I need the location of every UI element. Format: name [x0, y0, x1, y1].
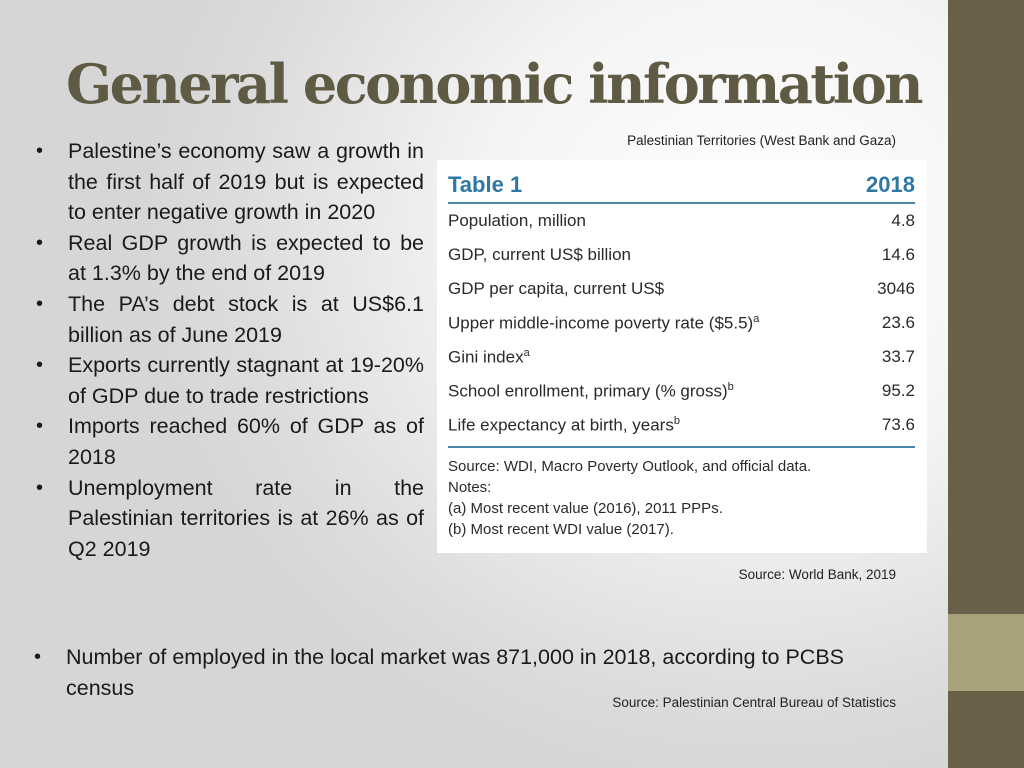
table-title: Table 1: [448, 172, 523, 197]
table-row: Life expectancy at birth, yearsb 73.6: [448, 408, 915, 442]
bullet-item: • Exports currently stagnant at 19-20% of…: [36, 350, 424, 411]
table-caption: Palestinian Territories (West Bank and G…: [627, 133, 896, 148]
bullet-text: Real GDP growth is expected to be at 1.3…: [68, 230, 424, 286]
row-label-text: GDP per capita, current US$: [448, 279, 665, 298]
table-note-line: (b) Most recent WDI value (2017).: [448, 521, 674, 538]
bullet-dot: •: [36, 140, 44, 162]
table-note-line: Notes:: [448, 479, 492, 496]
row-label: Upper middle-income poverty rate ($5.5)a: [448, 313, 759, 334]
table-year: 2018: [866, 172, 915, 197]
row-value: 95.2: [881, 381, 915, 400]
row-value: 73.6: [881, 415, 915, 434]
row-label-text: Gini index: [448, 347, 524, 367]
row-label: Life expectancy at birth, yearsb: [448, 415, 680, 436]
row-label: GDP per capita, current US$: [448, 279, 664, 299]
row-label-text: Upper middle-income poverty rate ($5.5): [448, 313, 754, 333]
decorative-sidebar-accent: [948, 614, 1024, 691]
table-row: Gini indexa 33.7: [448, 340, 915, 374]
table-row: GDP, current US$ billion 14.6: [448, 238, 915, 272]
pcbs-source: Source: Palestinian Central Bureau of St…: [612, 695, 896, 710]
bullet-text: The PA’s debt stock is at US$6.1 billion…: [68, 291, 424, 347]
row-value: 3046: [877, 279, 915, 298]
table-notes: Source: WDI, Macro Poverty Outlook, and …: [448, 456, 915, 540]
table-row: School enrollment, primary (% gross)b 95…: [448, 374, 915, 408]
row-label-text: School enrollment, primary (% gross): [448, 381, 728, 401]
table-row: Population, million 4.8: [448, 204, 915, 238]
bullet-list: • Palestine’s economy saw a growth in the…: [36, 136, 424, 564]
row-footnote-mark: b: [727, 380, 734, 393]
row-label: GDP, current US$ billion: [448, 245, 631, 265]
bullet-dot: •: [36, 415, 44, 438]
bullet-text: Unemployment rate in the Palestinian ter…: [68, 475, 424, 561]
bottom-bullet-text: Number of employed in the local market w…: [66, 645, 845, 700]
row-label: Gini indexa: [448, 347, 530, 368]
bullet-text: Imports reached 60% of GDP as of 2018: [68, 414, 424, 469]
table-header: Table 1 2018: [448, 170, 915, 202]
economic-data-table: Table 1 2018 Population, million 4.8 GDP…: [437, 160, 927, 553]
table-row: Upper middle-income poverty rate ($5.5)a…: [448, 306, 915, 340]
row-footnote-mark: b: [673, 414, 680, 427]
bullet-item: • Real GDP growth is expected to be at 1.…: [36, 228, 424, 289]
row-label: Population, million: [448, 211, 586, 231]
bullet-item: • Unemployment rate in the Palestinian te…: [36, 473, 424, 565]
bullet-item: • Imports reached 60% of GDP as of 2018: [36, 411, 424, 472]
bullet-dot: •: [36, 354, 44, 377]
bullet-item: • The PA’s debt stock is at US$6.1 billio…: [36, 289, 424, 350]
slide-title: General economic information: [66, 52, 924, 116]
bullet-dot: •: [34, 646, 42, 668]
row-footnote-mark: a: [753, 312, 760, 325]
row-value: 33.7: [881, 347, 915, 366]
world-bank-source: Source: World Bank, 2019: [738, 567, 896, 582]
row-value: 14.6: [881, 245, 915, 264]
table-bottom-rule: [448, 446, 915, 448]
row-label-text: GDP, current US$ billion: [448, 245, 631, 264]
bullet-item: • Palestine’s economy saw a growth in the…: [36, 136, 424, 228]
row-value: 23.6: [881, 313, 915, 332]
row-footnote-mark: a: [523, 346, 530, 359]
table-row: GDP per capita, current US$ 3046: [448, 272, 915, 306]
table-note-line: Source: WDI, Macro Poverty Outlook, and …: [448, 458, 812, 475]
row-label-text: Life expectancy at birth, years: [448, 415, 674, 435]
bottom-bullet: • Number of employed in the local market…: [34, 642, 864, 703]
bullet-dot: •: [36, 231, 44, 254]
table-header-rule: [448, 202, 915, 204]
table-note-line: (a) Most recent value (2016), 2011 PPPs.: [448, 500, 723, 517]
row-value: 4.8: [891, 211, 915, 230]
bullet-text: Palestine’s economy saw a growth in the …: [68, 139, 424, 225]
row-label-text: Population, million: [448, 211, 586, 230]
bullet-text: Exports currently stagnant at 19-20% of …: [68, 353, 424, 408]
row-label: School enrollment, primary (% gross)b: [448, 381, 734, 402]
bullet-dot: •: [36, 476, 44, 499]
bullet-dot: •: [36, 292, 44, 315]
